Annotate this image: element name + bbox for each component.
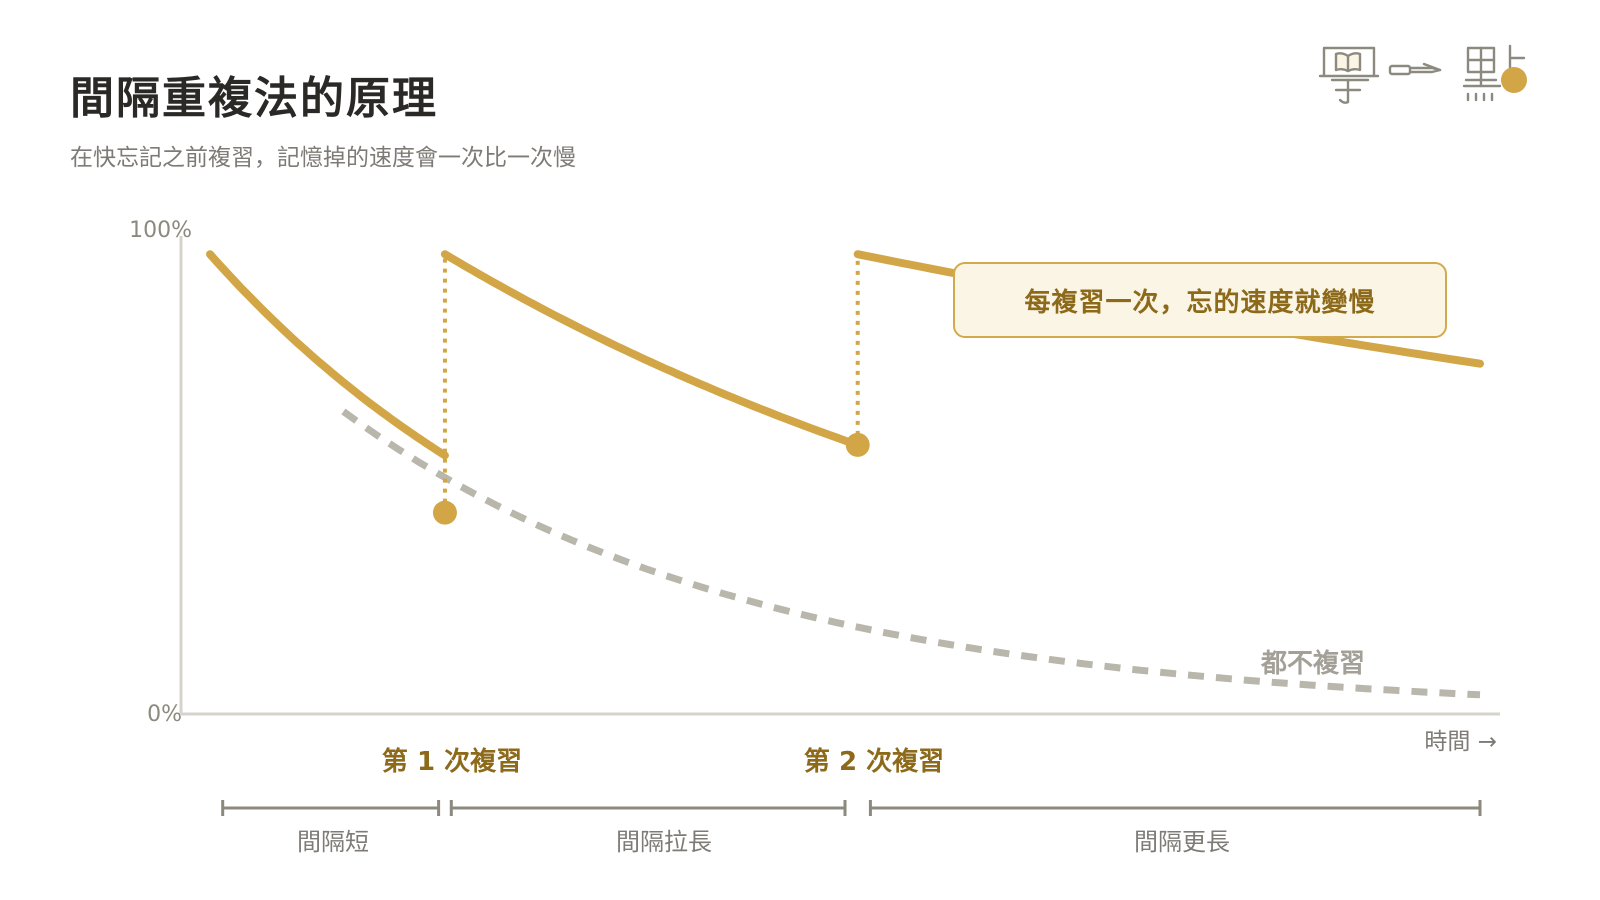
interval-label-longer: 間隔拉長	[616, 828, 712, 856]
interval-label-short: 間隔短	[297, 828, 369, 856]
callout-box: 每複習一次，忘的速度就變慢	[953, 262, 1447, 338]
review-2-point	[845, 432, 870, 457]
page-title: 間隔重複法的原理	[70, 73, 438, 124]
no-review-curve-1	[341, 408, 1481, 699]
logo	[1318, 44, 1527, 104]
no-review-label: 都不複習	[1260, 648, 1365, 679]
review-2-label: 第 2 次複習	[804, 746, 944, 777]
no-review-layer	[341, 408, 1481, 699]
interval-label-longest: 間隔更長	[1134, 828, 1230, 856]
review-1-point	[432, 500, 457, 525]
interval-bracket-3	[868, 800, 1482, 816]
interval-bracket-1	[221, 800, 441, 816]
interval-layer	[221, 800, 1482, 816]
x-axis-label: 時間 →	[1424, 729, 1497, 755]
y-max-label: 100%	[129, 218, 192, 243]
book-icon	[1318, 46, 1380, 104]
review-curve-segment-1	[206, 250, 449, 460]
y-min-label: 0%	[147, 702, 182, 727]
logo-dot	[1501, 67, 1527, 93]
page-subtitle: 在快忘記之前複習，記憶掉的速度會一次比一次慢	[70, 145, 576, 171]
review-1-label: 第 1 次複習	[382, 746, 522, 777]
interval-bracket-2	[449, 800, 847, 816]
review-curve-segment-2	[440, 250, 862, 449]
pen-icon	[1388, 62, 1442, 76]
